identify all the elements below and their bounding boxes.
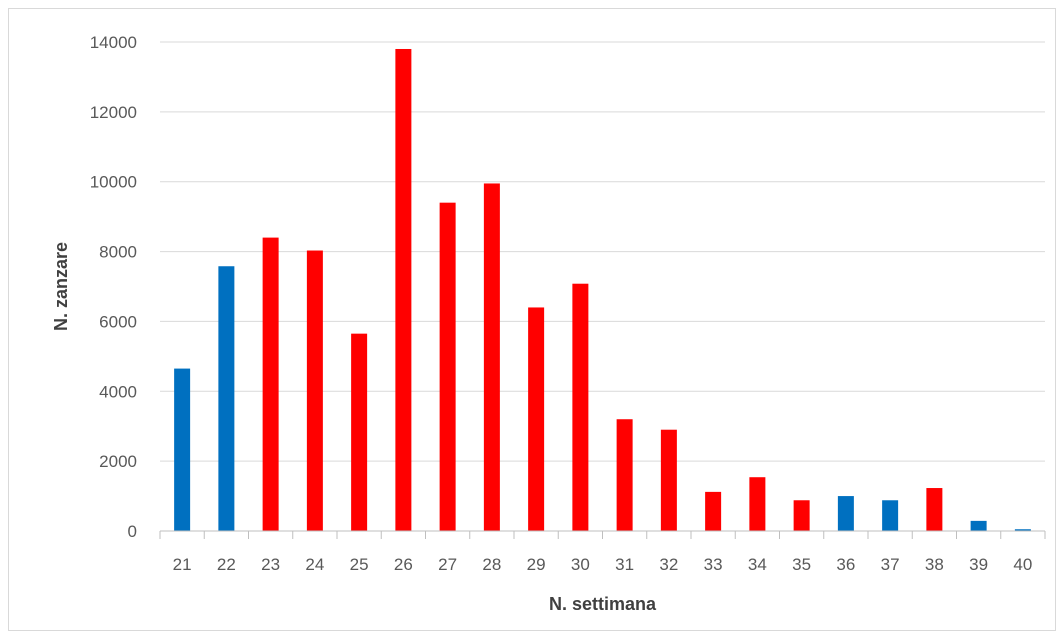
bar — [483, 183, 500, 532]
gridlines — [160, 41, 1045, 462]
x-tick-label: 30 — [571, 555, 590, 574]
bar — [572, 283, 589, 531]
x-tick-label: 40 — [1013, 555, 1032, 574]
bar — [262, 237, 279, 531]
x-tick-label: 28 — [482, 555, 501, 574]
x-axis-ticks: 21 22 23 24 25 26 27 28 29 30 31 32 33 34 35 36 37 38 39 40 — [173, 555, 1033, 574]
x-tick-label: 22 — [217, 555, 236, 574]
x-tick-label: 32 — [659, 555, 678, 574]
bar — [616, 419, 633, 531]
bar — [528, 307, 545, 531]
y-axis-ticks: 0 2000 4000 6000 8000 10000 12000 14000 — [90, 33, 137, 541]
y-tick-label: 14000 — [90, 33, 137, 52]
bar — [660, 429, 677, 531]
x-axis — [159, 530, 1046, 539]
x-tick-label: 31 — [615, 555, 634, 574]
bar — [395, 48, 412, 531]
bar — [218, 266, 235, 531]
x-axis-title: N. settimana — [549, 594, 657, 614]
x-tick-label: 36 — [836, 555, 855, 574]
y-tick-label: 10000 — [90, 173, 137, 192]
bar — [793, 500, 810, 531]
x-tick-label: 38 — [925, 555, 944, 574]
bar — [306, 250, 323, 532]
bar — [439, 202, 456, 531]
y-tick-label: 0 — [128, 522, 137, 541]
bar — [882, 500, 899, 531]
x-tick-label: 21 — [173, 555, 192, 574]
bars — [174, 48, 1031, 532]
x-tick-label: 37 — [881, 555, 900, 574]
x-tick-label: 34 — [748, 555, 767, 574]
y-tick-label: 4000 — [99, 382, 137, 401]
bar — [749, 477, 766, 531]
x-tick-label: 35 — [792, 555, 811, 574]
y-tick-label: 8000 — [99, 243, 137, 262]
x-tick-label: 29 — [527, 555, 546, 574]
bar — [351, 333, 368, 531]
y-tick-label: 6000 — [99, 312, 137, 331]
x-tick-label: 25 — [350, 555, 369, 574]
bar — [970, 520, 987, 531]
bar — [926, 488, 943, 531]
x-tick-label: 27 — [438, 555, 457, 574]
x-tick-label: 33 — [704, 555, 723, 574]
y-axis-title: N. zanzare — [51, 242, 71, 331]
x-tick-label: 39 — [969, 555, 988, 574]
bar — [837, 496, 854, 531]
bar — [174, 368, 191, 531]
bar — [705, 491, 722, 531]
y-tick-label: 2000 — [99, 452, 137, 471]
bar — [1014, 529, 1031, 531]
x-tick-label: 24 — [305, 555, 324, 574]
x-tick-label: 26 — [394, 555, 413, 574]
y-tick-label: 12000 — [90, 103, 137, 122]
x-tick-label: 23 — [261, 555, 280, 574]
